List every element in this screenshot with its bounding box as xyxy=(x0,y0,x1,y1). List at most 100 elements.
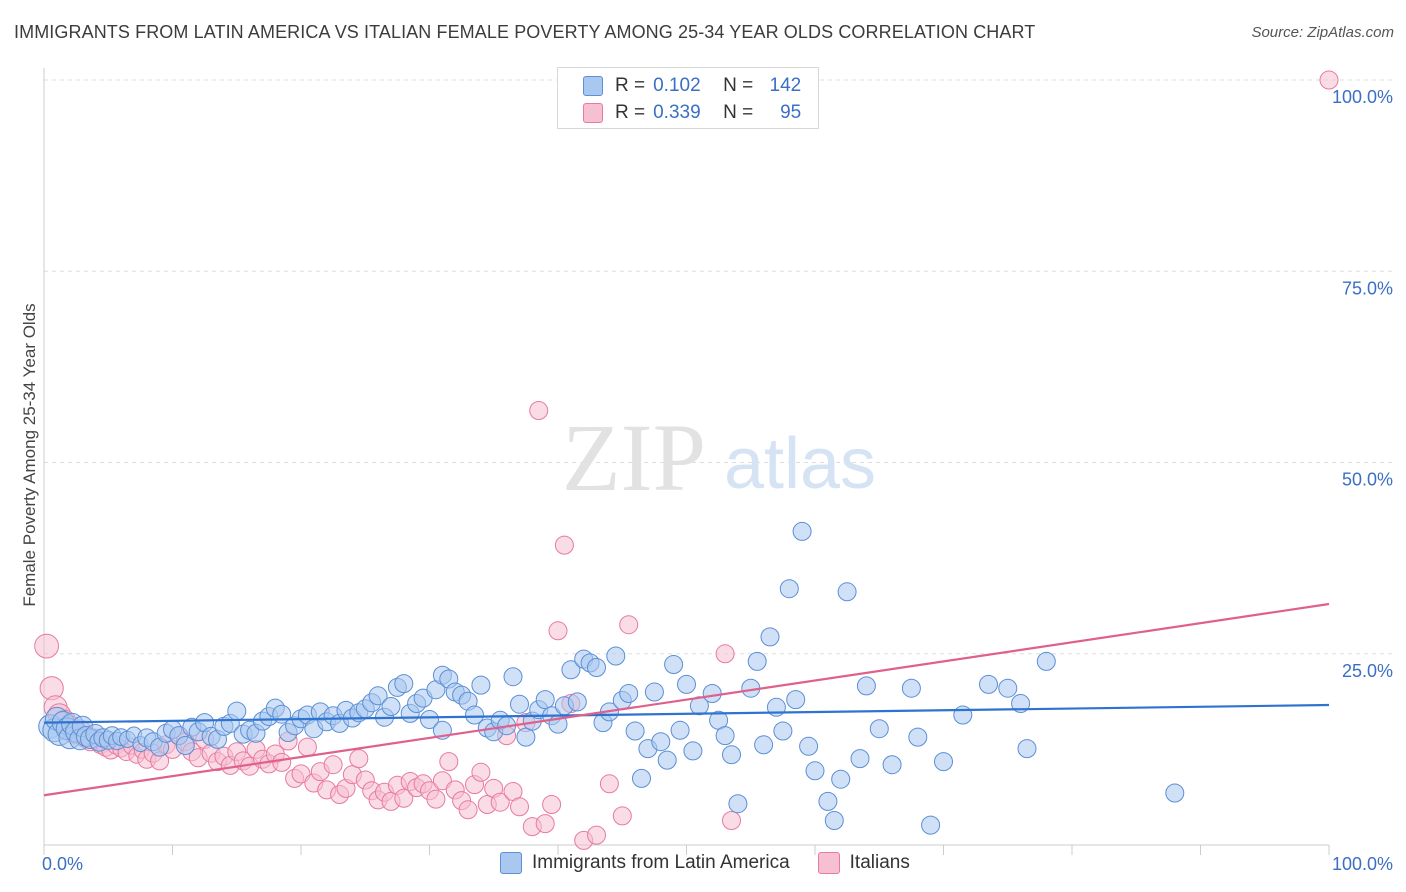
latin-america-point xyxy=(882,755,902,775)
y-tick-label: 100.0% xyxy=(1332,87,1393,107)
italians-point xyxy=(510,797,529,817)
latin-america-point xyxy=(561,660,581,680)
italians-point xyxy=(542,795,562,814)
legend-swatch-pink xyxy=(583,103,603,123)
latin-america-point xyxy=(747,651,767,671)
latin-america-point xyxy=(657,750,677,770)
latin-america-point xyxy=(786,690,806,710)
latin-america-point xyxy=(869,719,889,739)
italians-point xyxy=(394,788,414,808)
series-legend: Immigrants from Latin America Italians xyxy=(500,852,938,874)
tick-labels: 25.0% 50.0% 75.0% 100.0% 0.0% 100.0% xyxy=(42,87,1393,874)
trend-lines xyxy=(43,602,1330,797)
latin-america-point xyxy=(799,736,819,756)
latin-america-point xyxy=(850,749,870,769)
y-tick-label: 75.0% xyxy=(1342,278,1393,298)
latin-america-point xyxy=(1017,739,1037,759)
y-tick-label: 25.0% xyxy=(1342,661,1393,681)
latin-america-point xyxy=(921,815,941,835)
legend-row-latin-america: R = 0.102 N = 142 xyxy=(583,74,801,98)
legend-swatch-blue xyxy=(583,76,603,96)
latin-america-point xyxy=(535,690,555,710)
legend-label-latin-america: Immigrants from Latin America xyxy=(532,852,790,873)
latin-america-point xyxy=(792,521,812,541)
latin-america-point xyxy=(587,658,606,677)
latin-america-point xyxy=(632,768,651,788)
legend-row-italians: R = 0.339 N = 95 xyxy=(583,101,801,125)
latin-america-point xyxy=(677,674,696,694)
latin-america-point xyxy=(664,655,684,674)
legend-swatch-pink xyxy=(817,852,840,874)
x-tick-label-min: 0.0% xyxy=(42,854,83,874)
italians-point xyxy=(715,644,735,664)
italians-point xyxy=(34,633,59,659)
latin-america-point xyxy=(651,732,671,752)
latin-america-point xyxy=(779,579,799,599)
latin-america-point xyxy=(516,727,536,747)
italians-point xyxy=(349,749,369,769)
italians-point xyxy=(490,792,510,812)
latin-america-point xyxy=(805,761,825,781)
italians-point xyxy=(619,615,639,635)
latin-america-point xyxy=(471,675,491,695)
latin-america-point xyxy=(625,721,645,741)
legend-n-label: N = xyxy=(723,75,754,96)
italians-point xyxy=(529,401,549,420)
latin-america-point xyxy=(831,769,851,789)
latin-america-point xyxy=(760,627,780,647)
latin-america-point xyxy=(683,741,703,761)
latin-america-point xyxy=(381,697,401,716)
legend-item-italians: Italians xyxy=(817,852,910,874)
italians-point xyxy=(297,737,317,757)
latin-america-point xyxy=(715,726,735,746)
italians-point xyxy=(548,621,568,641)
latin-america-point xyxy=(503,667,523,687)
italians-point xyxy=(458,800,478,820)
legend-r-label: R = xyxy=(615,75,646,96)
legend-n-value: 95 xyxy=(780,102,802,123)
latin-america-point xyxy=(394,674,414,694)
italians-point xyxy=(535,814,555,834)
latin-america-trend-line xyxy=(43,703,1330,724)
latin-america-point xyxy=(420,710,439,729)
latin-america-point xyxy=(901,678,921,698)
italians-point xyxy=(612,806,632,826)
latin-america-point xyxy=(818,791,838,811)
axes xyxy=(43,68,1330,855)
latin-america-point xyxy=(979,674,998,694)
legend-label-italians: Italians xyxy=(849,852,910,873)
watermark-zip: ZIP xyxy=(562,404,706,511)
italians-point xyxy=(323,755,343,775)
latin-america-point xyxy=(934,752,953,772)
legend-r-label: R = xyxy=(615,102,646,123)
latin-america-point xyxy=(837,582,857,602)
latin-america-point xyxy=(567,692,587,712)
italians-trend-line xyxy=(43,602,1330,797)
italians-point xyxy=(432,771,452,791)
latin-america-point xyxy=(227,701,247,721)
watermark-atlas: atlas xyxy=(724,424,876,504)
latin-america-point xyxy=(824,811,844,830)
latin-america-point xyxy=(754,735,774,755)
source-credit: Source: ZipAtlas.com xyxy=(1251,24,1394,41)
italians-point xyxy=(471,762,491,782)
latin-america-point xyxy=(722,745,741,765)
x-tick-label-max: 100.0% xyxy=(1332,854,1393,874)
italians-point xyxy=(426,789,446,809)
italians-point xyxy=(554,535,574,555)
latin-america-point xyxy=(702,684,722,703)
latin-america-point xyxy=(465,705,484,725)
latin-america-point xyxy=(368,686,388,706)
italians-point xyxy=(722,811,741,830)
latin-america-point xyxy=(175,736,195,755)
italians-point xyxy=(587,825,606,845)
legend-n-value: 142 xyxy=(769,75,802,96)
legend-item-latin-america: Immigrants from Latin America xyxy=(500,852,790,874)
legend-r-value: 0.339 xyxy=(653,102,701,123)
correlation-legend: R = 0.102 N = 142 R = 0.339 N = 95 xyxy=(557,67,819,129)
legend-swatch-blue xyxy=(500,852,522,874)
latin-america-point xyxy=(670,720,690,740)
latin-america-point xyxy=(1011,694,1031,713)
legend-r-value: 0.102 xyxy=(653,75,701,96)
